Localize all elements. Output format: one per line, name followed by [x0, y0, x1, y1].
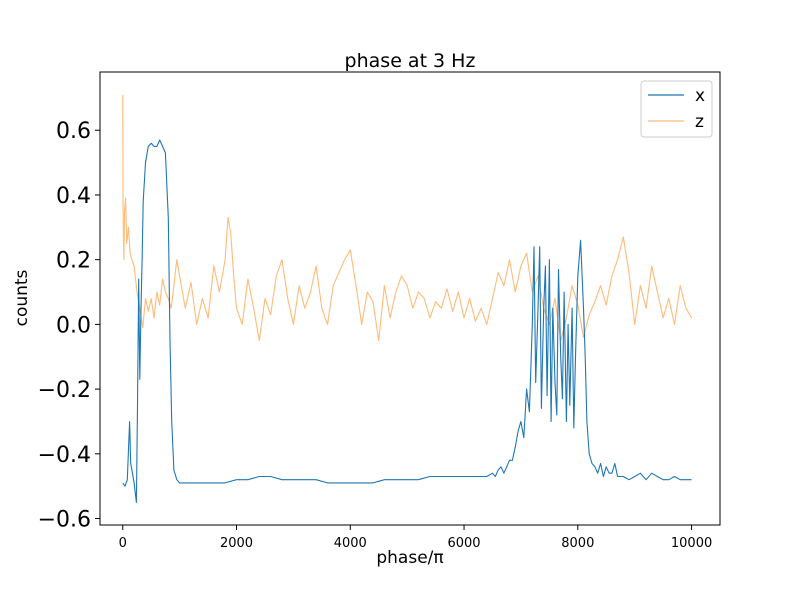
y-axis: −0.6 −0.4 −0.2 0.0 0.2 0.4 0.6: [38, 119, 100, 533]
x-tick-label: 4000: [334, 536, 367, 551]
series-line-x: [122, 139, 692, 503]
y-tick-label: 0.0: [56, 313, 91, 338]
legend-label-z: z: [695, 112, 704, 132]
plot-area: [122, 94, 693, 503]
y-tick-label: −0.2: [38, 378, 91, 403]
y-tick-label: 0.2: [56, 249, 91, 274]
legend: x z: [640, 80, 713, 138]
x-tick-label: 8000: [561, 536, 594, 551]
x-tick-label: 0: [119, 536, 127, 551]
y-axis-label: counts: [12, 269, 32, 326]
series-line-z: [122, 94, 693, 342]
y-tick-label: −0.6: [38, 508, 91, 533]
y-tick-label: −0.4: [38, 443, 91, 468]
y-tick-label: 0.6: [56, 119, 91, 144]
x-axis-label: phase/π: [376, 548, 443, 568]
x-axis: 0 2000 4000 6000 8000 10000: [119, 525, 712, 551]
x-tick-label: 2000: [220, 536, 253, 551]
chart-title: phase at 3 Hz: [345, 50, 476, 72]
x-tick-label: 10000: [671, 536, 712, 551]
axes-frame: [99, 71, 721, 526]
x-tick-label: 6000: [447, 536, 480, 551]
y-tick-label: 0.4: [56, 184, 91, 209]
legend-label-x: x: [695, 86, 705, 106]
